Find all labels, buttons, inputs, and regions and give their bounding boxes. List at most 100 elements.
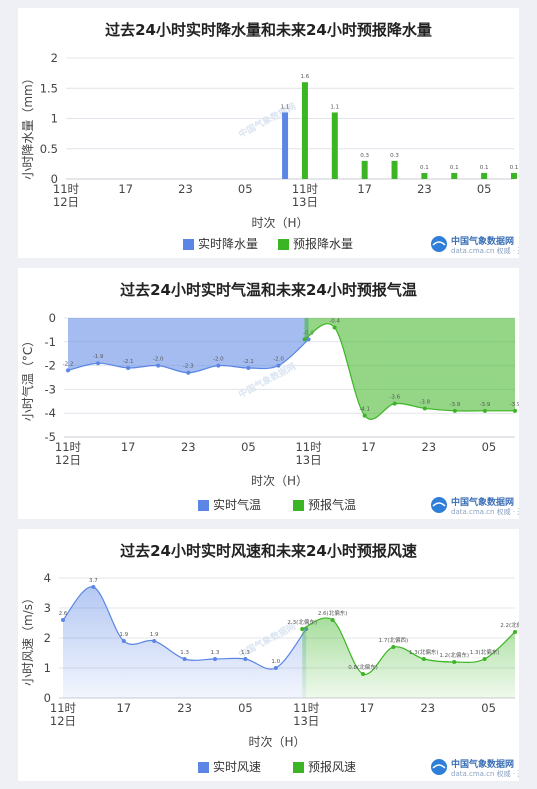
precip-y-tick-label: 1 [51, 112, 58, 126]
precip-y-tick-label: 2 [51, 51, 58, 65]
temp-point-data-label: -3.9 [480, 402, 491, 408]
temp-y-tick-label: -3 [45, 382, 56, 396]
temp-data-point [392, 401, 397, 406]
wind-x-tick-label: 17 [360, 701, 375, 715]
temp-x-tick-label: 11时 [55, 440, 82, 454]
wind-point-data-label: 1.2(北偏东) [439, 651, 469, 659]
temp-logo-subtitle: data.cma.cn 权威 · 开放 · 共享 [451, 507, 519, 516]
wind-point-data-label: 1.3 [180, 650, 189, 656]
wind-point-data-label: 1.3(北偏东) [470, 648, 500, 656]
precip-logo-swoosh [432, 241, 446, 246]
wind-point-data-label: 0.8(北偏东) [348, 663, 378, 671]
temp-chart-title: 过去24小时实时气温和未来24小时预报气温 [120, 281, 417, 299]
precip-bar [511, 172, 517, 179]
wind-data-point [61, 618, 65, 622]
temp-point-data-label: -2.2 [63, 361, 74, 367]
temp-legend-label: 实时气温 [213, 497, 261, 512]
temp-data-point [302, 337, 307, 342]
temp-point-data-label: -2.0 [273, 357, 284, 363]
precip-x-tick-label: 23 [178, 182, 193, 196]
temp-x-tick-label: 17 [361, 440, 376, 454]
precip-x-tick-label: 05 [477, 182, 492, 196]
wind-data-point [421, 657, 426, 661]
temp-y-tick-label: -2 [45, 359, 56, 373]
wind-x-tick-label: 11时 [293, 701, 320, 715]
temp-point-data-label: -3.9 [510, 402, 519, 408]
temp-point-data-label: -0.4 [329, 319, 340, 325]
wind-x-tick-label: 05 [481, 701, 496, 715]
precip-x-tick-date-label: 13日 [292, 195, 318, 209]
precip-y-tick-label: 1.5 [40, 81, 58, 95]
precip-bar [391, 160, 398, 179]
wind-y-tick-label: 3 [44, 601, 51, 615]
temp-x-tick-date-label: 12日 [55, 453, 81, 467]
precip-bar-data-label: 0.1 [450, 165, 459, 171]
wind-y-tick-label: 1 [44, 661, 51, 675]
wind-logo-title: 中国气象数据网 [451, 758, 514, 770]
wind-legend-label: 实时风速 [213, 759, 261, 774]
temp-x-tick-label: 17 [121, 440, 136, 454]
precip-bar [361, 160, 368, 179]
precip-bar-data-label: 1.1 [281, 104, 290, 110]
temp-point-data-label: -1.9 [93, 354, 104, 360]
precip-logo-globe [431, 236, 447, 252]
wind-logo-subtitle: data.cma.cn 权威 · 开放 · 共享 [451, 769, 519, 778]
wind-point-data-label: 1.9 [150, 632, 159, 638]
wind-point-data-label: 1.7(北偏西) [379, 636, 409, 644]
precip-x-tick-date-label: 12日 [53, 195, 79, 209]
wind-series-line [301, 617, 516, 675]
precip-bar [282, 112, 289, 179]
temp-x-tick-label: 05 [241, 440, 256, 454]
temp-point-data-label: -2.1 [243, 359, 254, 365]
precip-legend-label: 实时降水量 [198, 236, 258, 251]
wind-y-axis-label: 小时风速（m/s） [21, 592, 35, 686]
wind-chart-title: 过去24小时实时风速和未来24小时预报风速 [120, 542, 417, 560]
precipitation-chart-panel: 过去24小时实时降水量和未来24小时预报降水量 中国气象数据网 0 0.5 1 1.5 2 小… [18, 8, 519, 258]
precip-chart-title: 过去24小时实时降水量和未来24小时预报降水量 [105, 21, 432, 39]
precip-x-tick-label: 11时 [292, 182, 319, 196]
temp-x-axis-label: 时次（H） [251, 474, 308, 488]
wind-x-axis-label: 时次（H） [248, 735, 305, 749]
wind-chart-svg: 过去24小时实时风速和未来24小时预报风速中国气象数据网01234小时风速（m/… [21, 542, 519, 778]
temp-data-point [513, 408, 517, 413]
wind-data-point [300, 627, 305, 631]
wind-x-tick-label: 23 [177, 701, 192, 715]
temp-data-point [96, 361, 101, 366]
temp-point-data-label: -2.1 [123, 359, 134, 365]
temp-data-point [156, 363, 161, 368]
precip-bar [301, 82, 308, 179]
precip-y-tick-label: 0 [51, 172, 58, 186]
temp-x-tick-date-label: 13日 [295, 453, 321, 467]
temp-point-data-label: -2.0 [153, 357, 164, 363]
wind-legend-swatch [293, 762, 304, 773]
wind-x-tick-label: 11时 [50, 701, 77, 715]
wind-data-point [243, 657, 248, 661]
temp-data-point [66, 368, 70, 373]
wind-data-point [91, 585, 96, 589]
wind-logo-globe [431, 759, 447, 775]
temp-y-tick-label: 0 [49, 311, 56, 325]
wind-data-point [330, 618, 335, 622]
precip-logo-title: 中国气象数据网 [451, 235, 514, 247]
temp-data-point [482, 408, 487, 413]
precip-y-axis-label: 小时降水量（mm） [21, 72, 35, 179]
wind-data-point [121, 639, 126, 643]
temp-data-point [276, 363, 281, 368]
temp-x-tick-label: 05 [482, 440, 497, 454]
wind-x-tick-label: 23 [420, 701, 435, 715]
precip-bar-data-label: 0.1 [420, 165, 429, 171]
temp-data-point [332, 325, 337, 330]
precip-x-axis-label: 时次（H） [251, 216, 308, 230]
wind-x-tick-label: 17 [116, 701, 131, 715]
temp-data-point [126, 365, 131, 370]
temp-y-tick-label: -1 [45, 335, 56, 349]
wind-point-data-label: 2.3(北偏东) [287, 618, 317, 626]
temp-logo-globe [431, 497, 447, 513]
wind-point-data-label: 1.3 [241, 650, 250, 656]
temp-point-data-label: -2.3 [183, 364, 194, 370]
temp-area-fill [304, 318, 515, 420]
